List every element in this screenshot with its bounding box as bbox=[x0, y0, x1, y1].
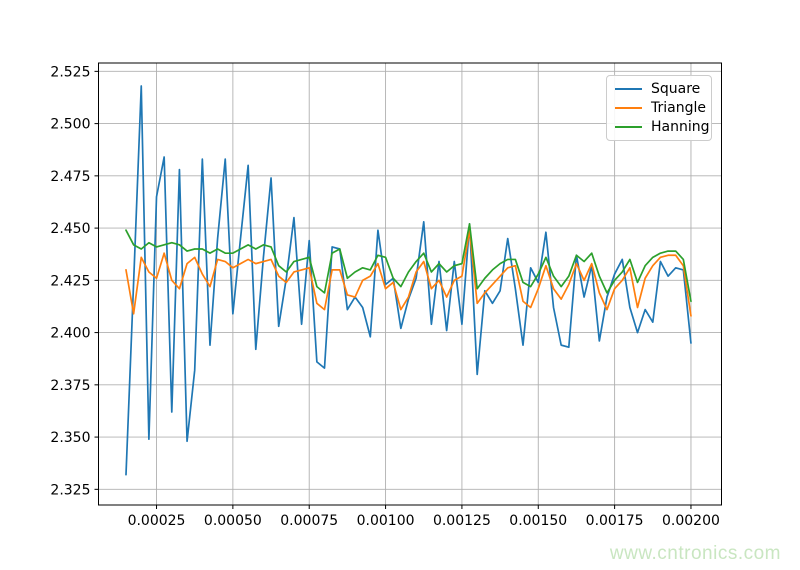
y-tick-label: 2.400 bbox=[50, 326, 90, 342]
series-line-triangle bbox=[125, 229, 692, 317]
x-tick-label: 0.00075 bbox=[280, 513, 338, 529]
y-tick-label: 2.500 bbox=[50, 117, 90, 133]
legend-label-square: Square bbox=[651, 81, 701, 98]
legend-item-square: Square bbox=[615, 82, 703, 96]
x-tick-label: 0.00175 bbox=[586, 513, 644, 529]
y-tick-label: 2.325 bbox=[50, 482, 90, 498]
hanning-line-swatch bbox=[615, 125, 642, 128]
series-line-hanning bbox=[125, 223, 692, 303]
triangle-line-swatch bbox=[615, 106, 642, 110]
y-tick-label: 2.525 bbox=[50, 64, 90, 80]
x-tick-label: 0.00200 bbox=[662, 513, 720, 529]
square-line-swatch bbox=[615, 88, 642, 91]
legend: Square Triangle Hanning bbox=[606, 75, 712, 141]
legend-label-hanning: Hanning bbox=[651, 118, 710, 135]
legend-item-hanning: Hanning bbox=[615, 120, 710, 134]
y-tick-label: 2.375 bbox=[50, 378, 90, 394]
x-tick-label: 0.00100 bbox=[357, 513, 415, 529]
legend-item-triangle: Triangle bbox=[615, 99, 706, 116]
x-tick-label: 0.00150 bbox=[509, 513, 567, 529]
x-tick-label: 0.00125 bbox=[433, 513, 491, 529]
y-tick-label: 2.450 bbox=[50, 221, 90, 237]
y-tick-label: 2.350 bbox=[50, 430, 90, 446]
x-tick-label: 0.00050 bbox=[204, 513, 262, 529]
y-tick-label: 2.475 bbox=[50, 169, 90, 185]
x-tick-label: 0.00025 bbox=[128, 513, 186, 529]
y-tick-label: 2.425 bbox=[50, 273, 90, 289]
legend-label-triangle: Triangle bbox=[651, 99, 706, 116]
watermark: www.cntronics.com bbox=[609, 543, 781, 564]
plot-border bbox=[98, 62, 722, 506]
series-line-square bbox=[125, 85, 692, 476]
